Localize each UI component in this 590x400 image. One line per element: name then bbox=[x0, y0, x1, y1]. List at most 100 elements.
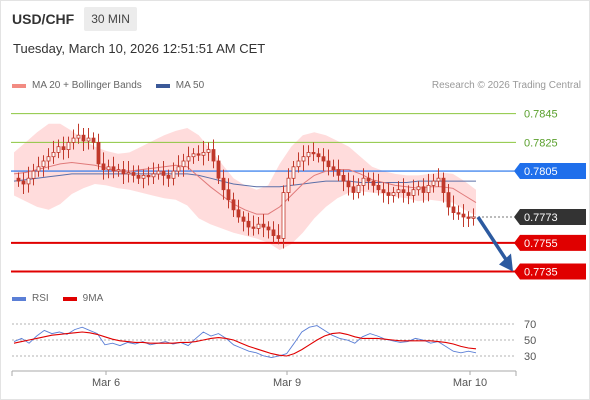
candle bbox=[286, 168, 291, 202]
candle bbox=[411, 179, 416, 203]
candle-body bbox=[211, 149, 216, 162]
candle bbox=[381, 182, 386, 203]
candle-body bbox=[96, 141, 101, 165]
legend-swatch-rsi bbox=[12, 296, 26, 301]
candle-body bbox=[241, 216, 246, 222]
candle-body bbox=[356, 184, 361, 193]
candle bbox=[391, 186, 396, 203]
candle-body bbox=[81, 134, 86, 142]
candle-body bbox=[331, 166, 336, 171]
candle bbox=[191, 148, 196, 164]
ma50-line bbox=[13, 173, 476, 188]
candle-body bbox=[431, 180, 436, 186]
candle bbox=[406, 185, 411, 205]
candle bbox=[76, 123, 81, 144]
research-credit: Research © 2026 Trading Central bbox=[431, 80, 581, 91]
rsi-tick-label-30: 30 bbox=[524, 351, 536, 363]
candle bbox=[401, 178, 406, 203]
candle bbox=[151, 162, 156, 184]
candle bbox=[51, 140, 56, 164]
candle bbox=[96, 133, 101, 170]
candle bbox=[196, 145, 201, 162]
candle-body bbox=[206, 149, 211, 153]
candle bbox=[271, 221, 276, 243]
candle-body bbox=[266, 226, 271, 231]
candle bbox=[356, 178, 361, 199]
x-tick-label-1: Mar 9 bbox=[273, 377, 301, 389]
timeframe-button[interactable]: 30 MIN bbox=[84, 7, 137, 31]
candle-body bbox=[101, 163, 106, 170]
candle bbox=[81, 128, 86, 151]
candle bbox=[121, 161, 126, 184]
candle bbox=[91, 132, 96, 150]
forecast-arrow-head bbox=[499, 253, 513, 272]
candle bbox=[431, 173, 436, 193]
candle bbox=[116, 163, 121, 177]
candle-body bbox=[351, 186, 356, 193]
candle bbox=[161, 161, 166, 186]
candle bbox=[36, 156, 41, 177]
legend-swatch-9ma bbox=[62, 296, 77, 301]
symbol-title: USD/CHF bbox=[12, 11, 75, 27]
candle-body bbox=[451, 206, 456, 213]
candle bbox=[446, 183, 451, 216]
rsi-series-rsi bbox=[13, 325, 477, 359]
price-level-label-5: 0.7735 bbox=[524, 267, 558, 279]
candle-body bbox=[191, 153, 196, 158]
forecast-arrow-shaft bbox=[476, 216, 508, 261]
candle-body bbox=[126, 172, 131, 175]
candle bbox=[371, 172, 376, 193]
legend-9ma: 9MA bbox=[62, 293, 104, 304]
candle-body bbox=[216, 160, 221, 179]
candle bbox=[266, 221, 271, 239]
candle-body bbox=[261, 223, 266, 228]
candle-body bbox=[276, 235, 281, 239]
candle-body bbox=[471, 216, 476, 219]
candle-body bbox=[161, 170, 166, 176]
candle-body bbox=[26, 177, 31, 185]
candle bbox=[211, 139, 216, 169]
candle-body bbox=[461, 213, 466, 218]
candle-body bbox=[151, 173, 156, 178]
candle-body bbox=[51, 151, 56, 158]
candle bbox=[56, 139, 61, 159]
candle-body bbox=[296, 160, 301, 168]
candle bbox=[366, 172, 371, 190]
candle bbox=[86, 128, 91, 150]
candle-body bbox=[116, 169, 121, 172]
legend-label-ma50: MA 50 bbox=[175, 80, 205, 91]
candle bbox=[46, 148, 51, 170]
candle bbox=[316, 148, 321, 163]
candle-body bbox=[166, 174, 171, 179]
candle-body bbox=[121, 169, 126, 175]
candle bbox=[456, 205, 461, 220]
candle bbox=[156, 163, 161, 180]
candle bbox=[376, 173, 381, 196]
chart-timestamp: Tuesday, March 10, 2026 12:51:51 AM CET bbox=[13, 41, 266, 56]
candle-body bbox=[271, 229, 276, 236]
price-level-tag-4 bbox=[514, 234, 586, 251]
candle bbox=[261, 214, 266, 238]
legend-label-9ma: 9MA bbox=[82, 293, 104, 304]
candle-body bbox=[301, 156, 306, 162]
price-level-label-3: 0.7773 bbox=[524, 212, 558, 224]
candle-body bbox=[456, 212, 461, 215]
candle-body bbox=[416, 186, 421, 191]
candle bbox=[201, 140, 206, 166]
candle bbox=[436, 168, 441, 187]
candle-body bbox=[251, 226, 256, 229]
candle bbox=[206, 142, 211, 162]
legend-ma50: MA 50 bbox=[155, 80, 205, 91]
candle-body bbox=[246, 220, 251, 228]
candle-body bbox=[16, 177, 21, 182]
candle bbox=[291, 161, 296, 186]
candle bbox=[251, 215, 256, 236]
candle-body bbox=[156, 170, 161, 175]
candle bbox=[396, 181, 401, 199]
candle-body bbox=[71, 137, 76, 143]
candle bbox=[461, 204, 466, 228]
candle-body bbox=[231, 199, 236, 211]
candle-body bbox=[66, 141, 71, 150]
candle-body bbox=[196, 153, 201, 156]
candle bbox=[146, 166, 151, 186]
